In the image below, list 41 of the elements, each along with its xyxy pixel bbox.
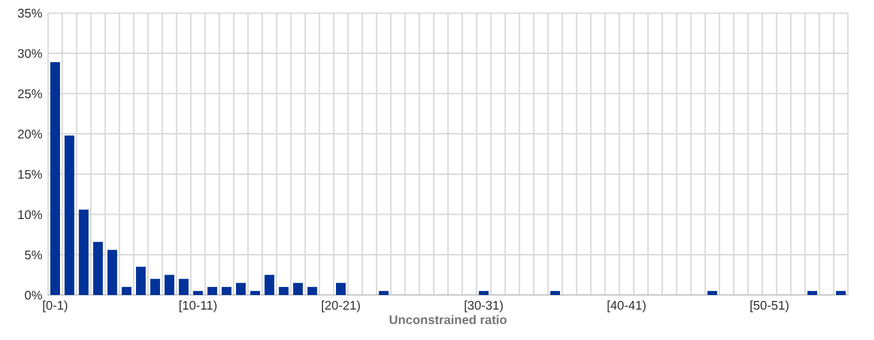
y-tick-label: 15% bbox=[18, 170, 42, 179]
bar bbox=[250, 290, 260, 295]
bar bbox=[707, 290, 718, 295]
x-tick-label: [50-51) bbox=[750, 300, 788, 312]
bar bbox=[78, 210, 89, 295]
y-tick-label: 35% bbox=[18, 8, 42, 18]
bar bbox=[478, 290, 489, 295]
x-tick-label: [40-41) bbox=[608, 300, 646, 312]
y-tick-label: 5% bbox=[24, 250, 42, 260]
bar bbox=[293, 282, 303, 295]
bar bbox=[307, 286, 318, 295]
bar bbox=[207, 286, 218, 295]
bar bbox=[836, 290, 846, 295]
y-tick-label: 20% bbox=[18, 130, 42, 139]
bar bbox=[107, 250, 118, 295]
bar bbox=[807, 290, 818, 295]
bar bbox=[122, 286, 132, 295]
bar bbox=[550, 290, 560, 295]
bar bbox=[150, 278, 160, 295]
y-tick-label: 25% bbox=[18, 89, 42, 98]
y-tick-label: 30% bbox=[18, 49, 42, 58]
x-tick-label: [0-1) bbox=[43, 300, 68, 312]
bar bbox=[136, 266, 146, 295]
y-tick-label: 0% bbox=[24, 290, 42, 300]
bar bbox=[164, 274, 174, 295]
bar bbox=[236, 282, 246, 295]
bar bbox=[93, 242, 103, 295]
x-tick-label: [20-21) bbox=[322, 300, 360, 312]
bar bbox=[193, 290, 203, 295]
bar bbox=[50, 62, 60, 295]
bar bbox=[336, 282, 346, 295]
y-tick-label: 10% bbox=[18, 210, 42, 220]
x-tick-label: [10-11) bbox=[180, 300, 217, 312]
bar bbox=[378, 290, 389, 295]
bar bbox=[278, 286, 289, 295]
bar bbox=[222, 286, 232, 295]
bar bbox=[264, 274, 274, 295]
x-axis-title: Unconstrained ratio bbox=[390, 314, 507, 324]
bar bbox=[64, 135, 74, 295]
bar bbox=[178, 278, 189, 295]
x-tick-label: [30-31) bbox=[464, 300, 503, 312]
